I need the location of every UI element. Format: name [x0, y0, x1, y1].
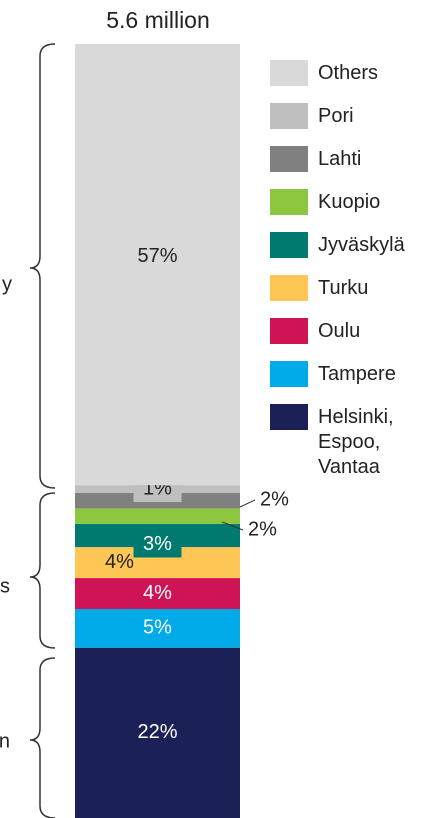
legend-label: Helsinki, Espoo, Vantaa	[318, 406, 394, 478]
leader-line	[239, 499, 256, 508]
annotation: s	[0, 575, 10, 597]
data-label: 2%	[248, 518, 277, 540]
data-label: 22%	[137, 721, 177, 743]
legend-label: Others	[318, 62, 379, 84]
data-label: 5%	[143, 617, 172, 639]
brace	[29, 657, 56, 818]
legend-swatch	[270, 232, 308, 258]
braces	[29, 43, 56, 818]
legend-swatch	[270, 318, 308, 344]
bar-segment	[75, 609, 240, 648]
legend-swatch	[270, 189, 308, 215]
bar-segment	[75, 578, 240, 610]
legend-label: Jyväskylä	[318, 234, 405, 256]
annotation: n	[0, 730, 10, 752]
legend-label: Pori	[318, 105, 354, 127]
bar-segment	[75, 508, 240, 524]
data-label: 4%	[105, 551, 134, 573]
leader-line	[221, 521, 244, 531]
data-label: 2%	[260, 488, 289, 510]
chart-title: 5.6 million	[106, 7, 210, 33]
legend-swatch	[270, 60, 308, 86]
data-label: 57%	[137, 245, 177, 267]
legend-label: Lahti	[318, 148, 362, 170]
legend-swatch	[270, 404, 308, 430]
legend-swatch	[270, 146, 308, 172]
bar-segment	[75, 44, 240, 486]
legend-swatch	[270, 103, 308, 129]
annotation: y	[2, 273, 12, 295]
legend-swatch	[270, 361, 308, 387]
legend-label: Kuopio	[318, 191, 381, 213]
legend-swatch	[270, 275, 308, 301]
brace	[29, 492, 56, 649]
data-label: 4%	[143, 582, 172, 604]
data-label: 3%	[143, 533, 172, 555]
legend-label: Oulu	[318, 320, 361, 342]
legend-label: Turku	[318, 277, 369, 299]
legend-label: Tampere	[318, 363, 396, 385]
bar-segment	[75, 647, 240, 818]
brace	[29, 43, 56, 489]
label-box	[133, 531, 182, 558]
